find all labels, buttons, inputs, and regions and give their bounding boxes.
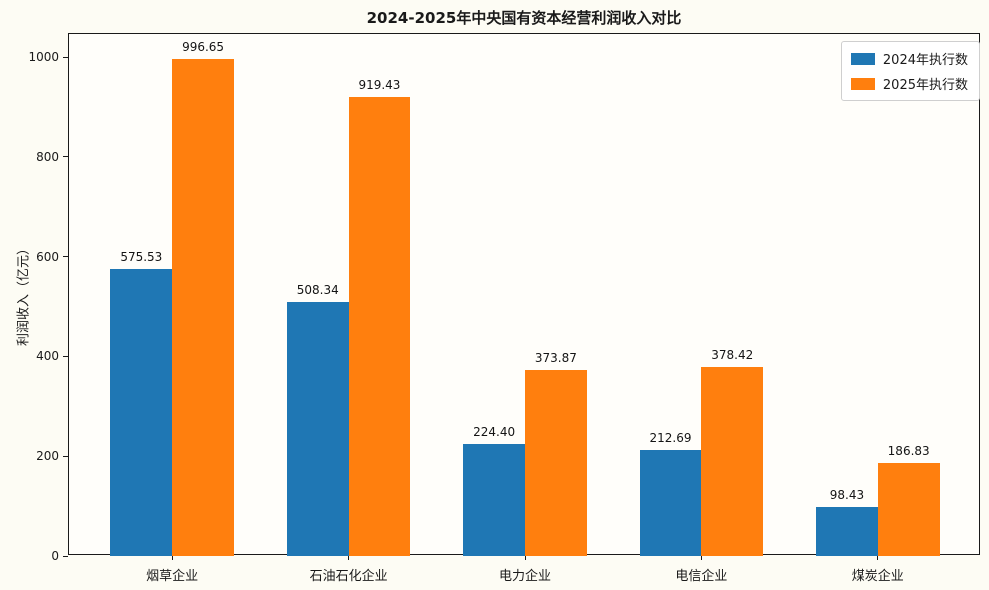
y-tick-label: 600 xyxy=(36,249,59,264)
y-axis-label: 利润收入（亿元） xyxy=(16,241,32,347)
y-tick-mark xyxy=(63,555,68,557)
bar-value-label-series1-cat3: 378.42 xyxy=(711,348,754,363)
x-tick-label-0: 烟草企业 xyxy=(146,569,199,584)
y-tick-label: 800 xyxy=(36,149,59,164)
bar-series0-cat3 xyxy=(639,449,702,556)
plot-area: 0 200 400 600 800 1000 烟草企业 575.53 996.65 石油石化企业 5… xyxy=(28,33,980,584)
legend: 2024年执行数 2025年执行数 xyxy=(840,41,980,101)
bar-value-label-series0-cat2: 224.40 xyxy=(473,425,516,440)
y-tick-label: 400 xyxy=(36,349,59,364)
x-tick-label-2: 电力企业 xyxy=(498,569,552,584)
bar-series1-cat4 xyxy=(877,462,940,556)
legend-label-2025: 2025年执行数 xyxy=(882,78,968,93)
bar-series0-cat0 xyxy=(110,268,173,556)
bar-value-label-series0-cat4: 98.43 xyxy=(829,487,865,502)
bar-value-label-series0-cat1: 508.34 xyxy=(296,283,339,298)
bar-value-label-series1-cat2: 373.87 xyxy=(534,350,577,365)
y-tick-label: 200 xyxy=(36,449,59,464)
bar-value-label-series1-cat4: 186.83 xyxy=(887,443,930,458)
legend-swatch-2025-icon xyxy=(850,77,875,90)
y-tick-mark xyxy=(63,56,68,58)
x-tick-label-1: 石油石化企业 xyxy=(309,569,388,584)
legend-label-2024: 2024年执行数 xyxy=(882,53,968,68)
legend-swatch-2024-icon xyxy=(850,52,875,65)
bar-series1-cat0 xyxy=(172,58,234,556)
bar-value-label-series1-cat1: 919.43 xyxy=(358,78,401,93)
bar-series0-cat2 xyxy=(463,444,525,556)
bar-value-label-series0-cat3: 212.69 xyxy=(649,430,692,445)
bar-series1-cat3 xyxy=(701,367,764,556)
x-tick-mark xyxy=(877,555,879,560)
legend-item-2025: 2025年执行数 xyxy=(850,74,968,93)
bar-series0-cat4 xyxy=(816,506,878,556)
chart-title: 2024-2025年中央国有资本经营利润收入对比 xyxy=(366,9,682,27)
y-tick-label: 1000 xyxy=(28,50,59,65)
bar-value-label-series1-cat0: 996.65 xyxy=(182,39,225,54)
y-tick-mark xyxy=(63,355,68,357)
x-tick-mark xyxy=(171,555,173,560)
x-tick-label-3: 电信企业 xyxy=(675,569,728,584)
x-tick-mark xyxy=(524,555,526,560)
y-tick-mark xyxy=(63,256,68,258)
bar-value-label-series0-cat0: 575.53 xyxy=(120,249,163,264)
bar-series0-cat1 xyxy=(286,302,349,556)
x-tick-mark xyxy=(700,555,702,560)
legend-item-2024: 2024年执行数 xyxy=(850,49,968,68)
x-tick-label-4: 煤炭企业 xyxy=(851,569,904,584)
y-tick-label: 0 xyxy=(51,549,59,563)
y-tick-mark xyxy=(63,156,68,158)
y-tick-mark xyxy=(63,455,68,457)
x-tick-mark xyxy=(348,555,350,560)
bar-series1-cat2 xyxy=(525,369,587,556)
bar-series1-cat1 xyxy=(348,97,411,556)
